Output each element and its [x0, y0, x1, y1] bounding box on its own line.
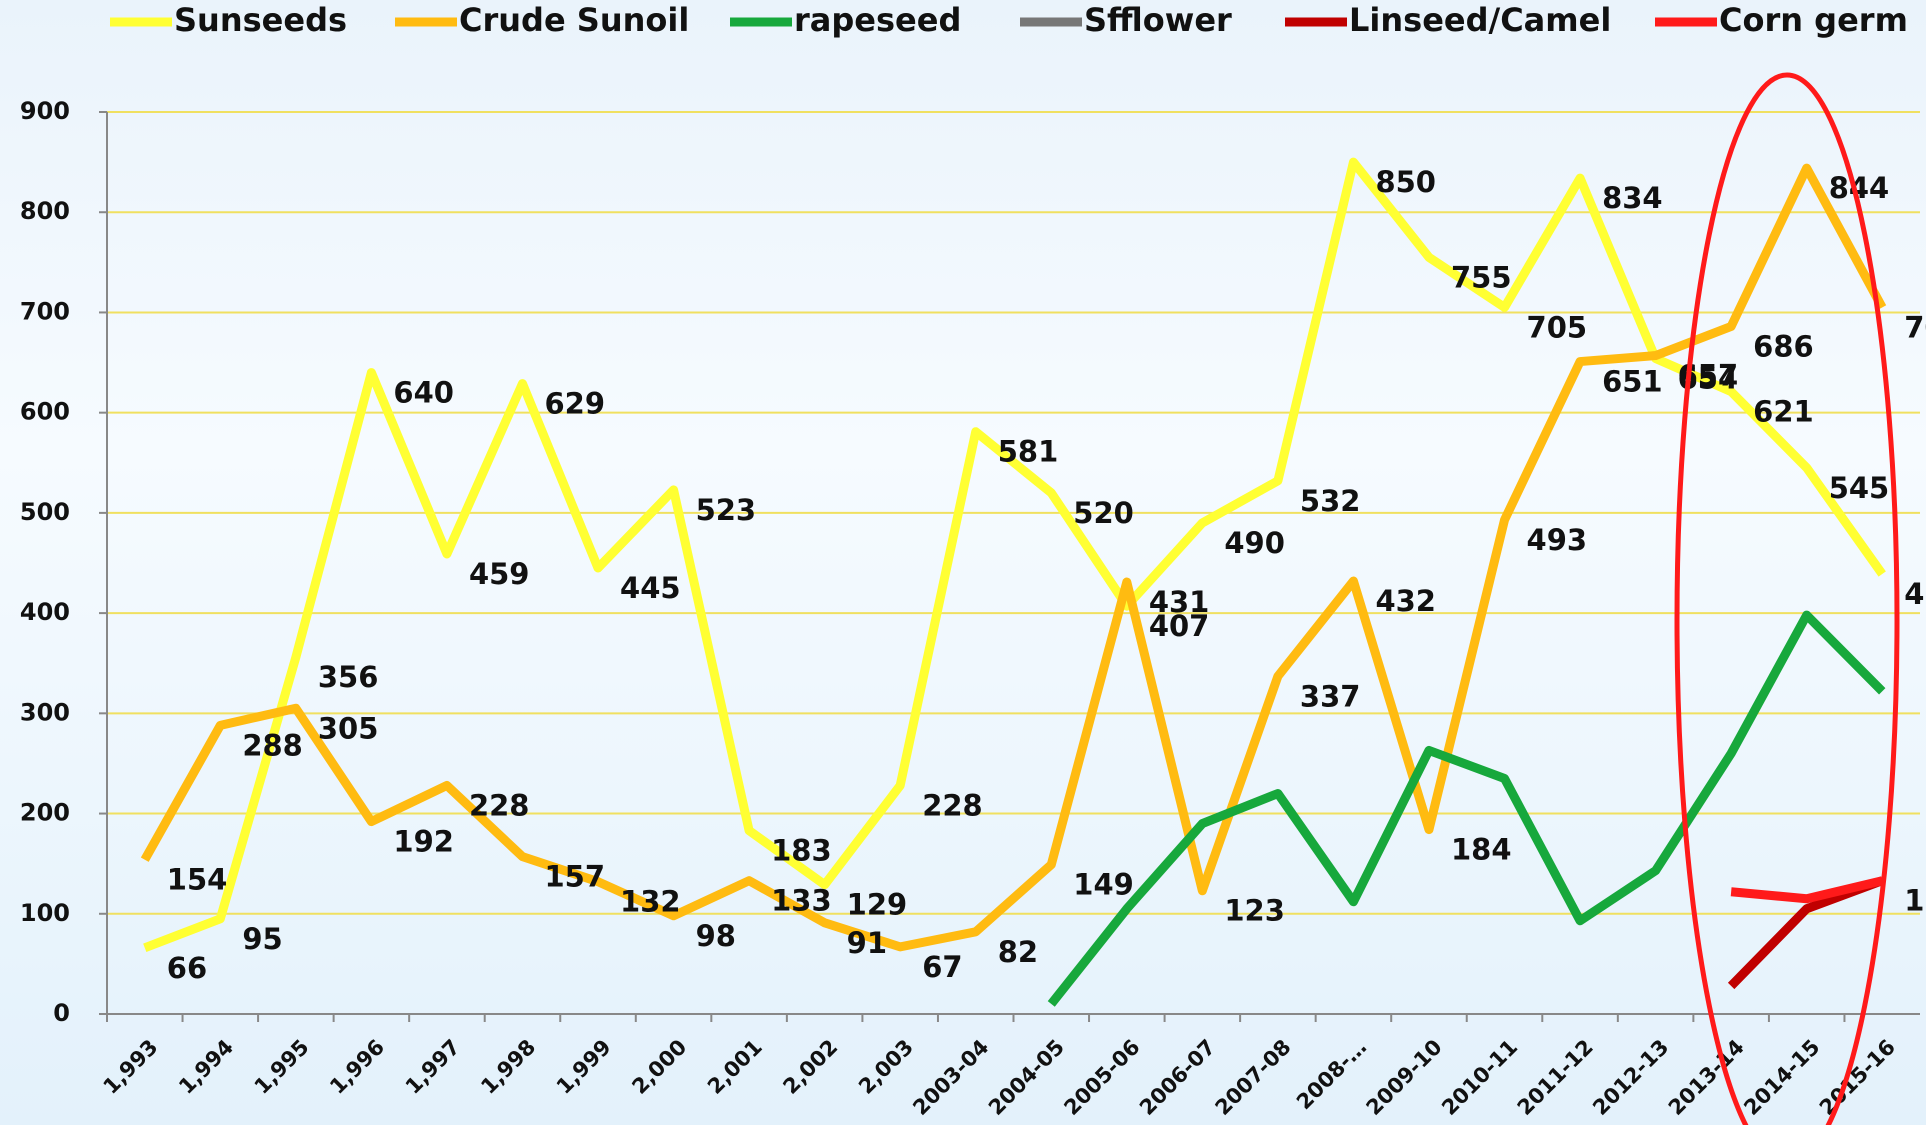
y-tick-label: 800	[20, 197, 70, 225]
x-tick-label: 2014-15	[1739, 1035, 1824, 1120]
legend-label: Sfflower	[1084, 1, 1232, 39]
data-label: 651	[1602, 365, 1663, 399]
y-tick-label: 900	[20, 97, 70, 125]
data-label: 154	[167, 863, 228, 897]
data-label: 640	[393, 376, 454, 410]
series-line	[143, 157, 1886, 953]
data-label: 95	[242, 922, 282, 956]
data-label: 459	[469, 557, 530, 591]
series-line	[140, 163, 1887, 952]
x-tick-label: 1,999	[552, 1035, 616, 1099]
legend-label: Sunseeds	[174, 1, 347, 39]
x-tick-label: 1,994	[174, 1035, 238, 1099]
highlight-ellipse	[1674, 72, 1900, 1125]
y-tick-label: 500	[20, 498, 70, 526]
data-label: 705	[1527, 310, 1588, 344]
legend-label: Corn germ	[1719, 1, 1908, 39]
data-label: 581	[998, 435, 1059, 469]
x-tick-label: 2003-04	[908, 1035, 993, 1120]
data-label: 67	[922, 950, 962, 984]
data-label: 228	[469, 788, 530, 822]
y-tick-label: 300	[20, 698, 70, 726]
y-tick-label: 0	[53, 999, 70, 1027]
x-tick-label: 2009-10	[1362, 1035, 1447, 1120]
data-label: 431	[1149, 585, 1210, 619]
x-tick-label: 2005-06	[1059, 1035, 1144, 1120]
x-tick-label: 1,997	[401, 1035, 465, 1099]
data-label: 621	[1753, 395, 1814, 429]
data-label: 184	[1451, 833, 1512, 867]
data-label: 432	[1375, 584, 1436, 618]
data-label: 629	[544, 387, 605, 421]
x-tick-label: 2006-07	[1135, 1035, 1220, 1120]
y-tick-label: 200	[20, 799, 70, 827]
data-label: 439	[1904, 577, 1926, 611]
y-tick-label: 700	[20, 297, 70, 325]
x-tick-label: 2,001	[703, 1035, 767, 1099]
data-label: 183	[771, 834, 832, 868]
data-label: 133	[771, 884, 832, 918]
data-label: 192	[393, 825, 454, 859]
x-tick-label: 2,003	[854, 1035, 918, 1099]
data-label: 520	[1073, 496, 1134, 530]
series-line	[1047, 610, 1886, 1007]
data-label: 98	[696, 919, 736, 953]
data-label: 66	[167, 951, 207, 985]
y-tick-label: 600	[20, 398, 70, 426]
y-tick-label: 100	[20, 899, 70, 927]
data-label: 493	[1527, 523, 1588, 557]
x-tick-label: 2008-…	[1292, 1035, 1371, 1114]
data-label: 523	[696, 493, 757, 527]
data-label: 123	[1224, 894, 1285, 928]
data-label: 82	[998, 935, 1038, 969]
x-tick-label: 1,998	[476, 1035, 540, 1099]
data-label: 545	[1829, 471, 1890, 505]
data-label: 705	[1904, 310, 1926, 344]
data-label: 91	[847, 926, 887, 960]
data-label: 755	[1451, 260, 1512, 294]
y-tick-label: 400	[20, 598, 70, 626]
data-label: 305	[318, 711, 379, 745]
data-label: 686	[1753, 329, 1814, 363]
x-tick-label: 2010-11	[1437, 1035, 1522, 1120]
x-tick-label: 1,995	[250, 1035, 314, 1099]
legend-label: Crude Sunoil	[459, 1, 689, 39]
data-label: 356	[318, 660, 379, 694]
data-label: 228	[922, 788, 983, 822]
x-tick-label: 2007-08	[1211, 1035, 1296, 1120]
data-label: 445	[620, 571, 681, 605]
x-tick-label: 2004-05	[984, 1035, 1069, 1120]
x-tick-label: 1,993	[99, 1035, 163, 1099]
x-tick-label: 2,000	[627, 1035, 691, 1099]
data-label: 490	[1224, 526, 1285, 560]
data-label: 157	[544, 860, 605, 894]
data-label: 337	[1300, 679, 1361, 713]
data-label: 288	[242, 728, 303, 762]
series-line	[1730, 876, 1884, 904]
data-label: 133	[1904, 884, 1926, 918]
data-label: 834	[1602, 181, 1663, 215]
legend-label: rapeseed	[794, 1, 961, 39]
data-label: 129	[847, 888, 908, 922]
data-label: 407	[1149, 609, 1210, 643]
data-label: 532	[1300, 484, 1361, 518]
x-tick-label: 1,996	[325, 1035, 389, 1099]
x-tick-label: 2012-13	[1588, 1035, 1673, 1120]
data-label: 850	[1375, 165, 1436, 199]
x-tick-label: 2,002	[778, 1035, 842, 1099]
x-tick-label: 2011-12	[1513, 1035, 1598, 1120]
legend-label: Linseed/Camel	[1349, 1, 1611, 39]
data-label: 132	[620, 885, 681, 919]
data-label: 149	[1073, 868, 1134, 902]
